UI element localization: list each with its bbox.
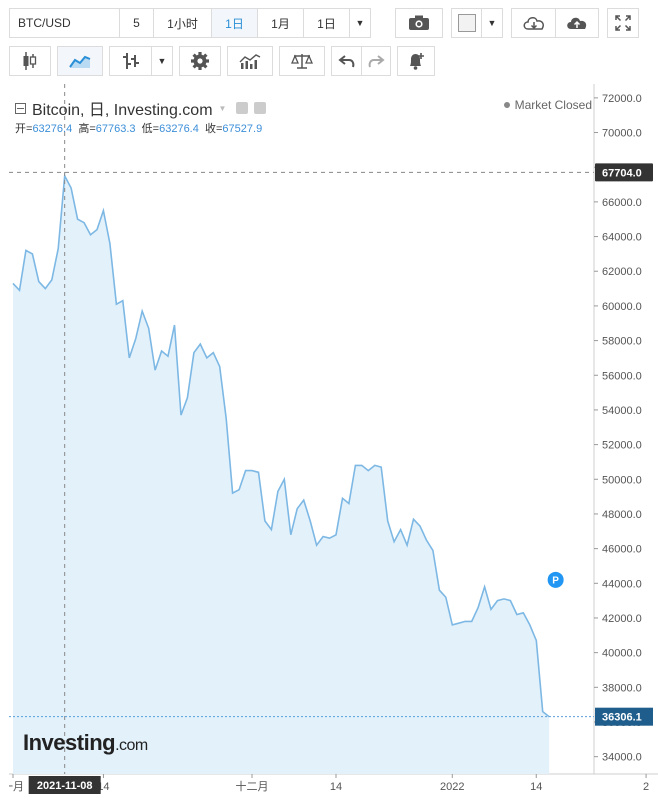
x-tick-label: 一月 <box>9 781 24 793</box>
area-chart-icon <box>69 55 91 68</box>
crosshair-x-label-text: 2021-11-08 <box>37 780 93 792</box>
chevron-down-icon: ▼ <box>157 56 167 66</box>
last-price-label: 36306.1 <box>595 707 653 726</box>
chevron-down-icon: ▼ <box>487 18 497 28</box>
y-tick-label: 58000.0 <box>602 336 642 348</box>
logo-suffix: .com <box>115 737 148 754</box>
x-tick-label: 14 <box>530 781 542 793</box>
investing-logo: Investing.com <box>23 730 148 756</box>
y-tick-label: 46000.0 <box>602 544 642 556</box>
y-tick-label: 60000.0 <box>602 301 642 313</box>
collapse-legend-icon[interactable] <box>15 102 26 114</box>
paused-marker-text: P <box>552 575 559 586</box>
close-label: 收= <box>204 123 223 135</box>
drawing-toolbar: ▼ <box>9 46 441 78</box>
close-value: 67527.9 <box>222 123 263 135</box>
interval-dropdown-value[interactable]: 1日 <box>303 8 349 38</box>
last-price-label-text: 36306.1 <box>602 712 642 724</box>
color-picker-dropdown[interactable]: ▼ <box>481 8 503 38</box>
x-tick-label: 2022 <box>440 781 464 793</box>
candles-style-button[interactable] <box>9 46 51 76</box>
camera-icon <box>409 15 429 30</box>
logo-text: Investing <box>23 730 116 755</box>
fullscreen-button[interactable] <box>607 8 639 38</box>
interval-1h-button[interactable]: 1小时 <box>153 8 211 38</box>
save-chart-button[interactable] <box>555 8 599 38</box>
y-tick-label: 52000.0 <box>602 440 642 452</box>
y-tick-label: 40000.0 <box>602 648 642 660</box>
interval-dropdown-button[interactable]: ▼ <box>349 8 371 38</box>
x-tick-label: 14 <box>330 781 342 793</box>
cloud-upload-icon <box>567 17 587 29</box>
low-label: 低= <box>141 123 160 135</box>
compare-button[interactable] <box>279 46 325 76</box>
interval-1m-button[interactable]: 1月 <box>257 8 303 38</box>
chevron-down-icon[interactable]: ▼ <box>218 103 227 113</box>
gear-icon <box>191 52 209 70</box>
settings-button[interactable] <box>179 46 221 76</box>
redo-button[interactable] <box>361 46 391 76</box>
chart-legend: Bitcoin, 日, Investing.com ▼ <box>15 96 267 120</box>
color-picker-button[interactable] <box>451 8 481 38</box>
crosshair-y-label-text: 67704.0 <box>602 167 642 179</box>
scale-icon <box>291 54 313 69</box>
open-label: 开= <box>15 123 33 135</box>
indicators-icon <box>239 54 261 69</box>
y-tick-label: 42000.0 <box>602 613 642 625</box>
alert-bell-icon <box>410 53 424 70</box>
y-tick-label: 56000.0 <box>602 370 642 382</box>
candlestick-icon <box>23 52 37 70</box>
paused-marker[interactable]: P <box>547 571 564 588</box>
legend-title: Bitcoin, 日, Investing.com <box>32 102 213 119</box>
high-label: 高= <box>78 123 96 135</box>
undo-button[interactable] <box>331 46 361 76</box>
ohlc-bars-icon <box>122 53 139 69</box>
y-tick-label: 50000.0 <box>602 474 642 486</box>
ohlc-values: 开=63276.4 高=67763.3 低=63276.4 收=67527.9 <box>15 120 262 136</box>
redo-icon <box>368 55 385 68</box>
bars-style-button[interactable] <box>109 46 151 76</box>
y-tick-label: 48000.0 <box>602 509 642 521</box>
chevron-down-icon: ▼ <box>355 18 365 28</box>
interval-1d-button[interactable]: 1日 <box>211 8 257 38</box>
indicators-button[interactable] <box>227 46 273 76</box>
fullscreen-icon <box>615 15 631 31</box>
eye-icon[interactable] <box>236 102 249 114</box>
y-tick-label: 34000.0 <box>602 752 642 764</box>
market-status: Market Closed <box>503 98 592 112</box>
symbol-search[interactable]: BTC/USD <box>9 8 119 38</box>
y-tick-label: 72000.0 <box>602 93 642 105</box>
add-alert-button[interactable] <box>397 46 435 76</box>
y-tick-label: 62000.0 <box>602 266 642 278</box>
line-style-button[interactable] <box>57 46 103 76</box>
undo-icon <box>337 55 354 68</box>
y-tick-label: 64000.0 <box>602 232 642 244</box>
chart-style-dropdown[interactable]: ▼ <box>151 46 173 76</box>
gear-icon[interactable] <box>254 102 267 114</box>
screenshot-button[interactable] <box>395 8 443 38</box>
load-chart-button[interactable] <box>511 8 555 38</box>
crosshair-x-label: 2021-11-08 <box>28 776 101 794</box>
price-line <box>12 173 550 718</box>
low-value: 63276.4 <box>159 123 199 135</box>
color-swatch-icon <box>457 14 476 32</box>
y-tick-label: 66000.0 <box>602 197 642 209</box>
y-tick-label: 44000.0 <box>602 578 642 590</box>
chart-area[interactable]: 34000.036000.038000.040000.042000.044000… <box>9 84 658 800</box>
price-chart[interactable]: 34000.036000.038000.040000.042000.044000… <box>9 84 658 800</box>
market-status-text: Market Closed <box>514 98 592 112</box>
open-value: 63276.4 <box>32 123 73 135</box>
x-tick-label: 十二月 <box>236 779 269 793</box>
y-tick-label: 54000.0 <box>602 405 642 417</box>
high-value: 67763.3 <box>95 123 136 135</box>
status-dot-icon <box>503 102 510 108</box>
y-tick-label: 38000.0 <box>602 682 642 694</box>
crosshair-y-label: 67704.0 <box>595 163 653 182</box>
interval-5-button[interactable]: 5 <box>119 8 153 38</box>
x-tick-label: 2 <box>643 781 649 793</box>
y-tick-label: 70000.0 <box>602 128 642 140</box>
cloud-download-icon <box>523 17 544 30</box>
top-toolbar: BTC/USD 5 1小时 1日 1月 1日 ▼ ▼ <box>9 8 657 40</box>
